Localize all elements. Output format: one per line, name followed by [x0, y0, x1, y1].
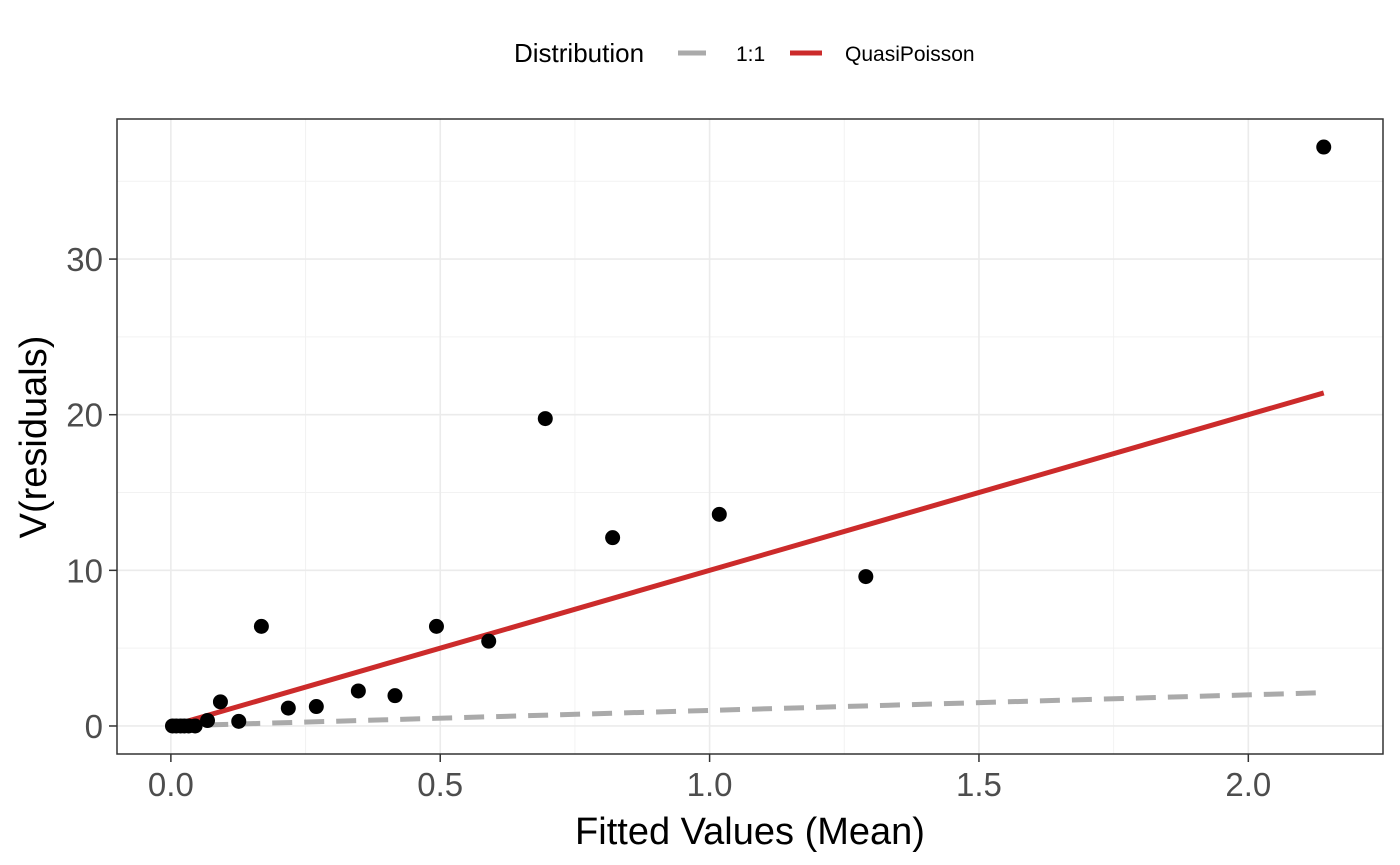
series-lines	[175, 390, 1325, 729]
data-point	[605, 530, 621, 546]
panel-border	[116, 118, 1384, 755]
series-line-1-1	[176, 690, 1324, 729]
x-axis-title: Fitted Values (Mean)	[575, 811, 925, 853]
x-tick-label: 0.0	[148, 766, 194, 803]
x-tick-label: 1.0	[687, 766, 733, 803]
legend: Distribution 1:1 QuasiPoisson	[514, 38, 975, 68]
data-points	[164, 139, 1332, 734]
data-point	[231, 713, 247, 729]
data-point	[253, 618, 269, 634]
data-point	[212, 694, 228, 710]
y-axis: 0 10 20 30	[66, 241, 117, 745]
x-tick-label: 1.5	[956, 766, 1002, 803]
legend-label: QuasiPoisson	[845, 43, 975, 66]
data-point	[428, 618, 444, 634]
data-point	[537, 411, 553, 427]
data-point	[350, 683, 366, 699]
y-tick-label: 20	[66, 397, 103, 434]
data-point	[200, 713, 216, 729]
data-point	[187, 718, 203, 734]
legend-label: 1:1	[736, 43, 765, 66]
x-tick-label: 2.0	[1225, 766, 1271, 803]
legend-entries: 1:1 QuasiPoisson	[678, 43, 975, 66]
x-axis: 0.0 0.5 1.0 1.5 2.0	[148, 754, 1271, 803]
data-point	[481, 633, 497, 649]
data-point	[280, 700, 296, 716]
series-line-quasipoisson	[175, 390, 1325, 727]
y-tick-label: 30	[66, 241, 103, 278]
y-axis-title: V(residuals)	[13, 336, 55, 539]
data-point	[858, 569, 874, 585]
data-point	[308, 699, 324, 715]
grid	[117, 119, 1383, 754]
y-tick-label: 10	[66, 552, 103, 589]
y-tick-label: 0	[85, 708, 103, 745]
data-point	[1316, 139, 1332, 155]
legend-title: Distribution	[514, 38, 644, 68]
data-point	[387, 688, 403, 704]
data-point	[711, 506, 727, 522]
x-tick-label: 0.5	[417, 766, 463, 803]
